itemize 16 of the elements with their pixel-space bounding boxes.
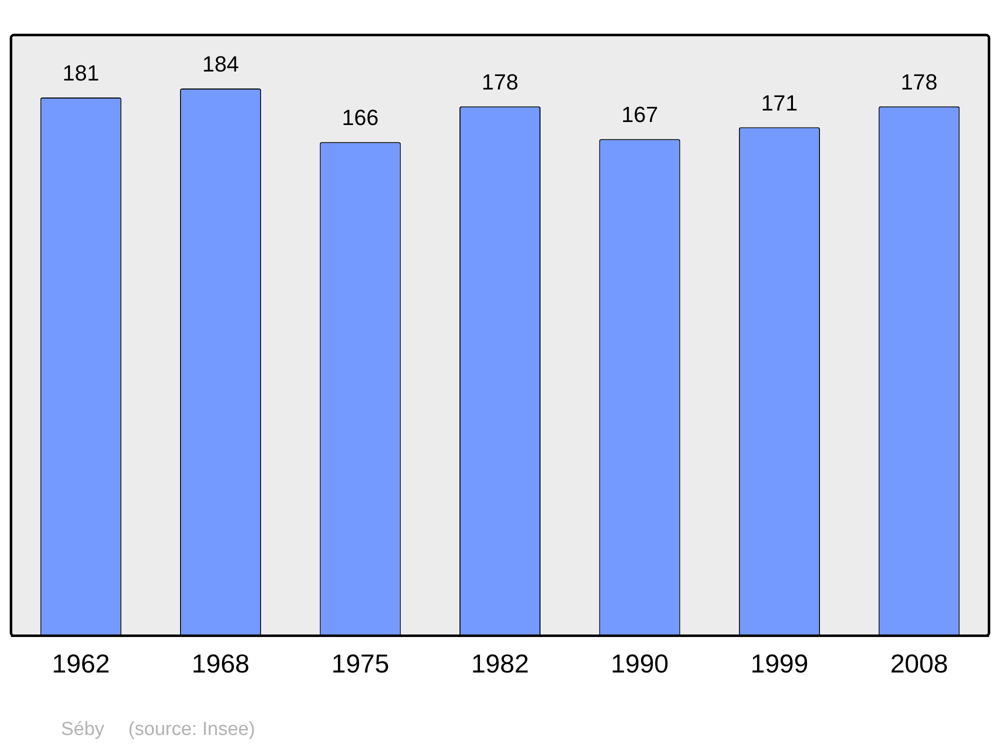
- x-tick-label: 1999: [750, 648, 808, 679]
- x-tick-label: 1962: [52, 648, 110, 679]
- data-label: 166: [342, 105, 379, 130]
- x-tick-label: 1975: [331, 648, 390, 679]
- text: (source: Insee): [128, 719, 256, 740]
- data-label: 178: [900, 69, 938, 94]
- x-tick-label: 1982: [471, 648, 529, 679]
- data-label: 171: [761, 90, 798, 116]
- text: Séby: [61, 719, 105, 740]
- x-tick-label: 2008: [890, 648, 948, 679]
- data-label: 181: [62, 60, 100, 86]
- data-label: 178: [482, 69, 518, 94]
- x-tick-label: 1968: [192, 648, 250, 679]
- data-label: 184: [202, 52, 239, 77]
- data-label: 167: [621, 102, 658, 128]
- x-tick-label: 1990: [610, 648, 669, 679]
